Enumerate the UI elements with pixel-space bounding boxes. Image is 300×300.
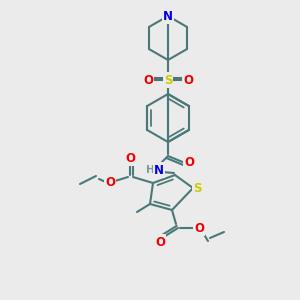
Text: S: S [193, 182, 201, 194]
Text: N: N [154, 164, 164, 176]
Text: O: O [125, 152, 135, 164]
Text: O: O [143, 74, 153, 86]
Text: O: O [105, 176, 115, 190]
Text: H: H [146, 165, 154, 175]
Text: O: O [184, 157, 194, 169]
Text: O: O [155, 236, 165, 248]
Text: S: S [164, 74, 172, 86]
Text: O: O [194, 221, 204, 235]
Text: N: N [163, 10, 173, 22]
Text: O: O [183, 74, 193, 86]
